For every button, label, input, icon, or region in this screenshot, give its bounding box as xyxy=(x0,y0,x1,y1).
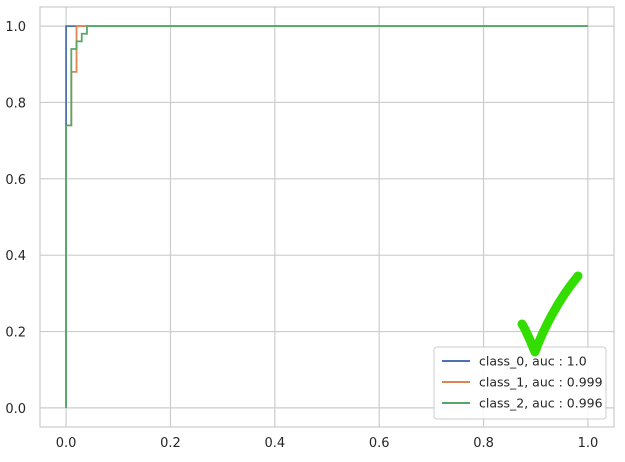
x-tick-label: 0.2 xyxy=(160,436,181,451)
legend-entry-label: class_0, auc : 1.0 xyxy=(479,354,587,369)
x-tick-label: 0.4 xyxy=(264,436,285,451)
legend: class_0, auc : 1.0 class_1, auc : 0.999 cl… xyxy=(433,346,607,420)
x-tick-label: 0.8 xyxy=(473,436,494,451)
x-tick-label: 1.0 xyxy=(578,436,599,451)
plot-frame xyxy=(39,6,615,428)
x-axis: 0.0 0.2 0.4 0.6 0.8 1.0 xyxy=(56,436,599,451)
x-tick-label: 0.6 xyxy=(369,436,390,451)
series-lines xyxy=(65,25,588,408)
checkmark-icon xyxy=(517,271,583,357)
legend-entry-label: class_1, auc : 0.999 xyxy=(479,375,603,390)
y-tick-label: 0.2 xyxy=(5,326,26,341)
y-tick-label: 0.8 xyxy=(5,96,26,111)
x-tick-label: 0.0 xyxy=(56,436,77,451)
y-tick-label: 0.6 xyxy=(5,173,26,188)
series-line-2 xyxy=(65,25,588,408)
y-tick-label: 0.0 xyxy=(5,402,26,417)
legend-box xyxy=(433,346,607,420)
y-axis: 0.0 0.2 0.4 0.6 0.8 1.0 xyxy=(5,20,26,417)
y-tick-label: 1.0 xyxy=(5,20,26,35)
legend-entry-label: class_2, auc : 0.996 xyxy=(479,396,603,411)
checkmark-annotation xyxy=(517,271,583,357)
y-tick-label: 0.4 xyxy=(5,249,26,264)
